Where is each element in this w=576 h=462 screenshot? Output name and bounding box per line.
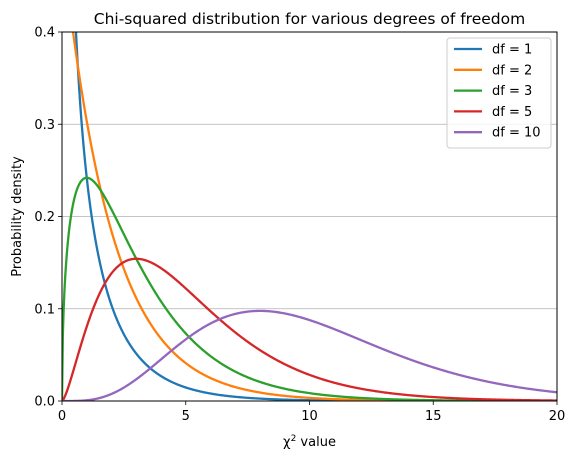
x-tick-label-2: 10 (301, 409, 318, 424)
x-axis-ticks: 0 5 10 15 20 (58, 401, 565, 424)
y-tick-label-2: 0.2 (34, 210, 55, 225)
x-tick-label-3: 15 (425, 409, 442, 424)
legend: df = 1 df = 2 df = 3 df = 5 df = 10 (446, 37, 552, 149)
y-tick-label-4: 0.4 (34, 26, 55, 41)
legend-label-df-5: df = 5 (492, 105, 532, 120)
x-tick-label-4: 20 (549, 409, 566, 424)
x-axis-label-symbol: χ (283, 435, 291, 450)
y-tick-label-0: 0.0 (34, 395, 55, 410)
x-axis-label: χ2 value (283, 434, 336, 450)
legend-label-df-1: df = 1 (492, 43, 532, 58)
chart-title: Chi-squared distribution for various deg… (94, 10, 525, 28)
y-axis-ticks: 0.0 0.1 0.2 0.3 0.4 (34, 26, 62, 410)
x-tick-label-1: 5 (182, 409, 190, 424)
legend-label-df-10: df = 10 (492, 126, 541, 141)
y-tick-label-3: 0.3 (34, 118, 55, 133)
legend-box (446, 37, 552, 149)
y-tick-label-1: 0.1 (34, 302, 55, 317)
x-axis-label-text: value (296, 435, 336, 450)
series-line-df-5 (62, 257, 557, 401)
x-axis-label-superscript: 2 (291, 434, 297, 444)
x-tick-label-0: 0 (58, 409, 66, 424)
legend-label-df-3: df = 3 (492, 84, 532, 99)
series-line-df-10 (62, 309, 557, 401)
y-axis-label: Probability density (10, 156, 25, 277)
legend-label-df-2: df = 2 (492, 63, 532, 78)
